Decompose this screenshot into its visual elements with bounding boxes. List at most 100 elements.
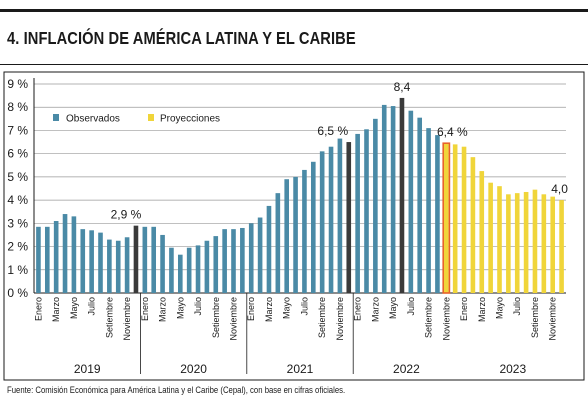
bar-proyeccion	[452, 144, 458, 293]
month-tick-label: Mayo	[495, 297, 505, 319]
month-tick-label: Enero	[140, 297, 150, 321]
bar-observado	[53, 221, 59, 293]
bar-observado	[257, 217, 263, 293]
month-tick-label: Mayo	[388, 297, 398, 319]
month-tick-label: Julio	[512, 297, 522, 316]
y-tick-label: 3 %	[7, 216, 28, 230]
bar-observado	[293, 176, 298, 293]
y-tick-label: 1 %	[7, 263, 28, 277]
y-tick-label: 2 %	[7, 240, 28, 254]
value-annotation: 6,4 %	[437, 125, 468, 139]
bar-observado	[222, 229, 227, 293]
y-tick-label: 6 %	[7, 147, 28, 161]
bar-observado	[107, 239, 112, 293]
month-tick-label: Enero	[246, 297, 256, 321]
bar-observado	[177, 254, 183, 293]
bar-observado	[204, 240, 210, 293]
month-tick-label: Noviembre	[441, 297, 451, 341]
bar-observado	[248, 223, 254, 293]
bar-observado	[36, 226, 41, 293]
bar-observado	[364, 129, 369, 293]
month-tick-label: Julio	[193, 297, 203, 316]
bar-proyeccion	[541, 194, 547, 293]
bar-observado	[266, 205, 272, 293]
y-tick-label: 4 %	[7, 193, 28, 207]
bar-proyeccion	[488, 182, 493, 293]
month-tick-label: Julio	[87, 297, 97, 316]
value-annotation: 2,9 %	[111, 208, 142, 222]
year-label: 2021	[287, 362, 314, 376]
bar-observado	[399, 97, 405, 293]
bar-proyeccion	[470, 157, 476, 293]
bar-observado	[151, 226, 157, 293]
bar-observado	[142, 226, 148, 293]
bar-proyeccion	[506, 194, 511, 293]
bar-observado	[98, 232, 103, 293]
legend-label-observados: Observados	[66, 114, 120, 125]
top-rule	[0, 9, 588, 12]
month-tick-label: Setiembre	[317, 297, 327, 338]
month-tick-label: Julio	[299, 297, 309, 316]
bar-observado	[328, 146, 334, 293]
chart-frame	[3, 71, 585, 381]
month-tick-label: Noviembre	[229, 297, 239, 341]
month-tick-label: Setiembre	[211, 297, 221, 338]
title-rule	[0, 64, 588, 65]
bar-observado	[80, 229, 86, 293]
bar-observado	[133, 225, 139, 293]
year-label: 2023	[499, 362, 526, 376]
month-tick-label: Marzo	[51, 297, 61, 322]
bar-observado	[195, 245, 201, 293]
y-tick-label: 0 %	[7, 286, 28, 300]
month-tick-label: Marzo	[370, 297, 380, 322]
month-tick-label: Mayo	[69, 297, 79, 319]
source-note: Fuente: Comisión Económica para América …	[7, 385, 346, 395]
month-tick-label: Mayo	[175, 297, 185, 319]
bar-proyeccion	[523, 191, 529, 293]
bar-observado	[169, 247, 174, 293]
month-tick-label: Setiembre	[530, 297, 540, 338]
bar-observado	[89, 230, 94, 293]
bar-observado	[44, 226, 50, 293]
y-tick-label: 8 %	[7, 100, 28, 114]
month-tick-label: Marzo	[264, 297, 274, 322]
y-tick-label: 9 %	[7, 77, 28, 91]
value-annotation: 6,5 %	[317, 124, 348, 138]
bar-observado	[71, 216, 77, 293]
bar-observado	[231, 229, 236, 293]
month-tick-label: Noviembre	[548, 297, 558, 341]
bar-observado	[417, 117, 423, 293]
bar-proyeccion	[461, 146, 467, 293]
bar-observado	[213, 236, 219, 293]
bar-observado	[319, 151, 325, 293]
bar-observado	[310, 161, 316, 293]
bar-observado	[302, 169, 307, 293]
month-tick-label: Noviembre	[335, 297, 345, 341]
year-label: 2022	[393, 362, 420, 376]
bar-observado	[240, 227, 245, 293]
bar-proyeccion	[532, 189, 538, 293]
legend-swatch-proyecciones	[148, 114, 154, 121]
bar-proyeccion	[497, 186, 502, 293]
bar-observado	[426, 128, 431, 293]
legend-label-proyecciones: Proyecciones	[160, 114, 220, 125]
month-tick-label: Enero	[353, 297, 363, 321]
bar-proyeccion	[479, 171, 485, 293]
inflation-chart: 0 % 1 % 2 % 3 % 4 % 5 % 6 % 7 % 8 % 9 % Enero Marzo…	[3, 71, 585, 381]
month-tick-label: Noviembre	[122, 297, 132, 341]
year-label: 2019	[74, 362, 101, 376]
y-tick-label: 5 %	[7, 170, 28, 184]
month-tick-label: Setiembre	[104, 297, 114, 338]
bar-observado	[390, 106, 396, 293]
bar-observado	[160, 234, 165, 293]
month-tick-label: Marzo	[477, 297, 487, 322]
month-tick-label: Enero	[459, 297, 469, 321]
bar-observado	[62, 214, 68, 293]
bar-observado	[186, 247, 192, 293]
bar-observado	[435, 135, 440, 293]
bar-proyeccion	[559, 200, 564, 293]
y-tick-label: 7 %	[7, 123, 28, 137]
month-tick-label: Marzo	[158, 297, 168, 322]
bar-proyeccion	[550, 196, 556, 293]
bar-proyeccion	[514, 193, 520, 293]
